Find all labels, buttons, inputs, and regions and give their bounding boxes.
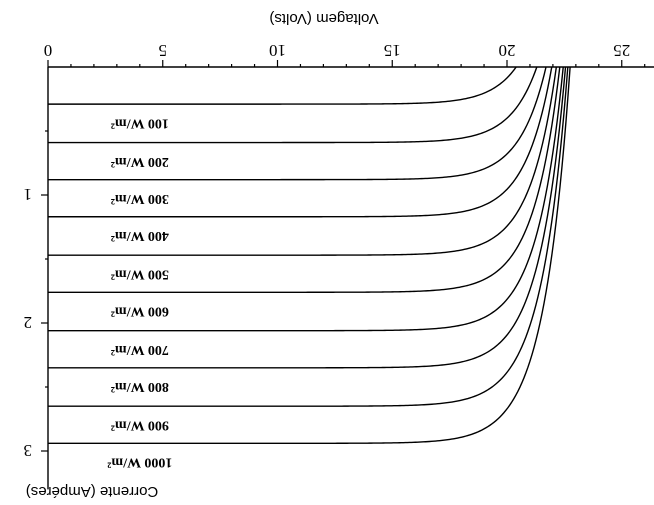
series-curve-7 [48, 66, 564, 332]
series-labels: 100 W/m² 200 W/m² 300 W/m² 400 W/m² 500 W/m²… [107, 115, 172, 469]
x-tick-label: 5 [159, 41, 168, 60]
y-axis-title: Corrente (Ampéres) [26, 483, 159, 500]
series-label-10: 1000 W/m² [107, 455, 172, 470]
series-curve-5 [48, 66, 558, 256]
y-tick-label: 1 [24, 185, 33, 204]
series-curve-10 [48, 66, 571, 445]
series-curve-4 [48, 66, 553, 218]
series-label-4: 400 W/m² [111, 228, 169, 243]
series-label-3: 300 W/m² [111, 191, 169, 206]
series-label-6: 600 W/m² [111, 304, 169, 319]
series-curve-8 [48, 66, 567, 369]
series-label-2: 200 W/m² [111, 154, 169, 169]
series-curve-6 [48, 66, 561, 293]
x-tick-label: 10 [269, 41, 286, 60]
series-label-1: 100 W/m² [111, 115, 169, 130]
x-tick-label: 0 [44, 41, 53, 60]
series-curve-9 [48, 66, 569, 407]
series-curves [48, 66, 571, 445]
x-ticks: 0 5 10 15 20 25 [44, 41, 646, 67]
series-curve-3 [48, 66, 547, 181]
x-tick-label: 25 [613, 41, 630, 60]
series-label-7: 700 W/m² [111, 342, 169, 357]
series-label-8: 800 W/m² [111, 379, 169, 394]
series-curve-2 [48, 66, 538, 144]
series-label-5: 500 W/m² [111, 267, 169, 282]
x-tick-label: 15 [384, 41, 401, 60]
chart-upright-group: 0 5 10 15 20 25 1 2 3 100 W/m² 200 W/m² 300 W/m² 4… [24, 41, 654, 490]
x-tick-label: 20 [499, 41, 516, 60]
y-ticks: 1 2 3 [24, 130, 48, 460]
x-axis-title: Voltagem (Volts) [269, 10, 378, 27]
series-label-9: 900 W/m² [111, 418, 169, 433]
y-tick-label: 3 [24, 441, 33, 460]
y-tick-label: 2 [24, 313, 33, 332]
series-curve-1 [48, 66, 517, 105]
